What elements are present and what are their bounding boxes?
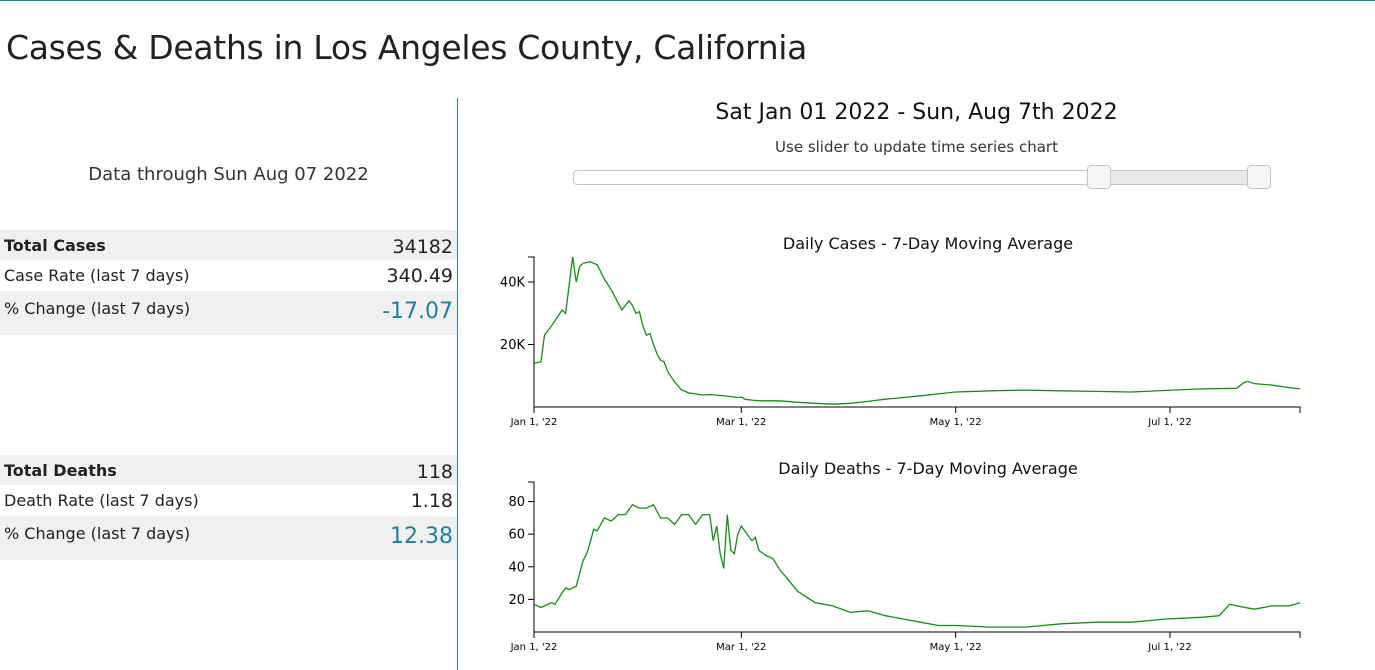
y-axis — [528, 481, 535, 632]
stat-label: Total Cases — [4, 235, 106, 255]
x-tick-label: Jul 1, '22 — [1147, 642, 1191, 653]
summary-panel: Data through Sun Aug 07 2022 Total Cases… — [0, 98, 457, 670]
stat-value: -17.07 — [382, 299, 453, 324]
y-tick-label: 40K — [500, 276, 526, 291]
stat-row-death-change: % Change (last 7 days) 12.38 — [0, 516, 457, 560]
x-tick-label: Jan 1, '22 — [510, 642, 558, 653]
stat-label: Death Rate (last 7 days) — [4, 491, 199, 510]
series-line — [533, 503, 1301, 628]
stat-label: Total Deaths — [4, 460, 117, 480]
x-tick-label: Mar 1, '22 — [716, 417, 766, 428]
x-tick-label: Jul 1, '22 — [1147, 417, 1191, 428]
x-tick-label: Mar 1, '22 — [716, 642, 766, 653]
date-range-slider[interactable] — [573, 165, 1271, 189]
chart-title: Daily Cases - 7-Day Moving Average — [783, 234, 1073, 253]
stat-row-death-rate: Death Rate (last 7 days) 1.18 — [0, 485, 457, 516]
slider-hint: Use slider to update time series chart — [775, 138, 1058, 156]
chart-title: Daily Deaths - 7-Day Moving Average — [778, 459, 1077, 478]
x-axis — [533, 631, 1301, 638]
x-tick-label: May 1, '22 — [930, 642, 982, 653]
slider-selected-range — [1098, 171, 1259, 184]
y-tick-label: 20 — [508, 593, 525, 608]
deaths-chart: Daily Deaths - 7-Day Moving Average 20 40 6… — [508, 459, 1301, 653]
stat-row-case-rate: Case Rate (last 7 days) 340.49 — [0, 260, 457, 291]
stat-value: 1.18 — [410, 489, 453, 512]
panel-divider — [457, 98, 458, 670]
data-through-date: Data through Sun Aug 07 2022 — [88, 164, 369, 185]
date-range-title: Sat Jan 01 2022 - Sun, Aug 7th 2022 — [715, 100, 1118, 125]
y-tick-label: 20K — [500, 338, 526, 353]
stat-value: 340.49 — [386, 264, 453, 287]
cases-chart: Daily Cases - 7-Day Moving Average 20K 40K… — [500, 234, 1301, 428]
cases-stats-table: Total Cases 34182 Case Rate (last 7 days… — [0, 230, 457, 335]
stat-value: 34182 — [392, 236, 453, 258]
stat-row-total-deaths: Total Deaths 118 — [0, 455, 457, 485]
top-border — [0, 0, 1375, 1]
stat-label: Case Rate (last 7 days) — [4, 266, 190, 285]
stat-row-total-cases: Total Cases 34182 — [0, 230, 457, 260]
series-line — [533, 256, 1301, 405]
slider-handle-start[interactable] — [1086, 165, 1111, 189]
stat-row-case-change: % Change (last 7 days) -17.07 — [0, 291, 457, 335]
x-tick-label: May 1, '22 — [930, 417, 982, 428]
x-tick-label: Jan 1, '22 — [510, 417, 558, 428]
stat-value: 118 — [416, 461, 453, 483]
x-axis — [533, 406, 1301, 413]
page-title: Cases & Deaths in Los Angeles County, Ca… — [6, 28, 808, 67]
y-tick-label: 80 — [508, 495, 525, 510]
stat-value: 12.38 — [390, 524, 453, 549]
timeseries-panel: Sat Jan 01 2022 - Sun, Aug 7th 2022 Use … — [458, 98, 1375, 670]
stat-label: % Change (last 7 days) — [4, 299, 191, 318]
deaths-stats-table: Total Deaths 118 Death Rate (last 7 days… — [0, 455, 457, 560]
y-tick-label: 40 — [508, 560, 525, 575]
y-axis — [528, 256, 535, 407]
slider-handle-end[interactable] — [1246, 165, 1271, 189]
stat-label: % Change (last 7 days) — [4, 524, 191, 543]
y-tick-label: 60 — [508, 528, 525, 543]
